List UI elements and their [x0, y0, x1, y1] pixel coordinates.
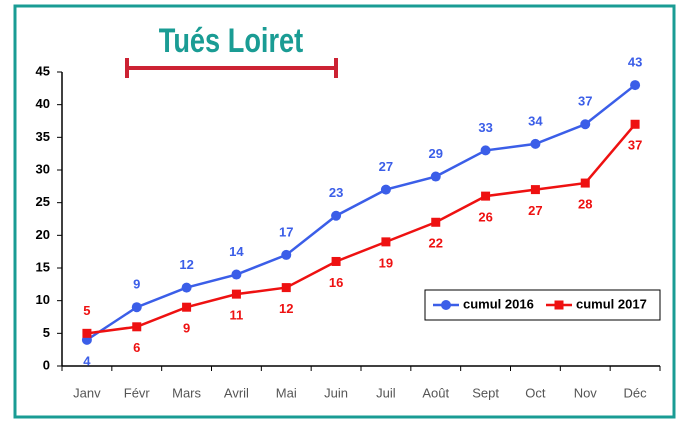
- data-label: 27: [528, 203, 542, 218]
- y-tick-label: 25: [36, 194, 50, 209]
- series-line: [86, 123, 637, 335]
- x-tick-label: Janv: [73, 385, 101, 400]
- data-point: [630, 80, 641, 91]
- data-label: 23: [329, 185, 343, 200]
- data-point: [480, 145, 491, 156]
- series-line: [86, 84, 636, 341]
- frame: [13, 4, 676, 419]
- data-label: 16: [329, 275, 343, 290]
- x-tick-label: Déc: [624, 385, 648, 400]
- y-tick-label: 5: [43, 325, 50, 340]
- x-tick-label: Mai: [276, 385, 297, 400]
- x-tick-label: Févr: [124, 385, 151, 400]
- data-label: 28: [578, 197, 592, 212]
- x-tick-label: Avril: [224, 385, 249, 400]
- data-label: 34: [528, 113, 543, 128]
- legend-marker: [441, 300, 451, 310]
- y-tick-label: 10: [36, 292, 50, 307]
- data-label: 4: [83, 353, 91, 368]
- y-tick-label: 40: [36, 96, 50, 111]
- data-point: [231, 269, 242, 280]
- data-label: 9: [183, 321, 190, 336]
- y-tick-label: 45: [36, 63, 50, 78]
- x-tick-label: Juil: [376, 385, 396, 400]
- data-point: [381, 237, 391, 247]
- data-point: [231, 289, 241, 299]
- legend-marker: [554, 300, 564, 310]
- data-point: [530, 138, 541, 149]
- data-label: 9: [133, 277, 140, 292]
- y-tick-label: 30: [36, 161, 50, 176]
- data-label: 37: [578, 94, 592, 109]
- data-point: [132, 322, 142, 332]
- data-point: [580, 178, 590, 188]
- data-point: [281, 283, 291, 293]
- x-tick-label: Mars: [172, 385, 201, 400]
- x-tick-label: Sept: [472, 385, 499, 400]
- data-point: [630, 119, 640, 129]
- data-point: [182, 302, 192, 312]
- data-label: 27: [379, 159, 393, 174]
- data-label: 11: [230, 308, 244, 323]
- data-label: 12: [279, 301, 293, 316]
- data-point: [431, 217, 441, 227]
- data-point: [181, 282, 192, 293]
- chart-title: Tués Loiret: [159, 21, 303, 60]
- data-label: 22: [429, 236, 443, 251]
- data-point: [331, 256, 341, 266]
- data-label: 17: [279, 224, 293, 239]
- y-tick-label: 0: [43, 357, 50, 372]
- x-tick-label: Nov: [574, 385, 598, 400]
- data-point: [580, 119, 591, 130]
- data-point: [131, 302, 142, 313]
- y-tick-label: 35: [36, 129, 50, 144]
- data-label: 14: [229, 244, 244, 259]
- data-label: 19: [379, 255, 393, 270]
- x-tick-label: Août: [422, 385, 449, 400]
- data-point: [281, 249, 292, 260]
- data-label: 29: [429, 146, 443, 161]
- data-point: [481, 191, 491, 201]
- y-tick-label: 20: [36, 227, 50, 242]
- data-point: [331, 210, 342, 221]
- data-point: [380, 184, 391, 195]
- data-point: [530, 185, 540, 195]
- data-label: 6: [133, 340, 140, 355]
- data-label: 37: [628, 138, 642, 153]
- data-label: 43: [628, 55, 642, 70]
- legend-box: [424, 289, 661, 321]
- x-tick-label: Oct: [525, 385, 546, 400]
- data-point: [430, 171, 441, 182]
- data-label: 12: [179, 257, 193, 272]
- data-label: 33: [478, 120, 492, 135]
- y-tick-label: 15: [36, 259, 50, 274]
- legend-label: cumul 2017: [576, 296, 647, 311]
- data-label: 26: [478, 210, 492, 225]
- data-label: 5: [83, 303, 90, 318]
- data-point: [82, 328, 92, 338]
- x-tick-label: Juin: [324, 385, 348, 400]
- title-bracket: [125, 58, 338, 78]
- legend-label: cumul 2016: [463, 296, 534, 311]
